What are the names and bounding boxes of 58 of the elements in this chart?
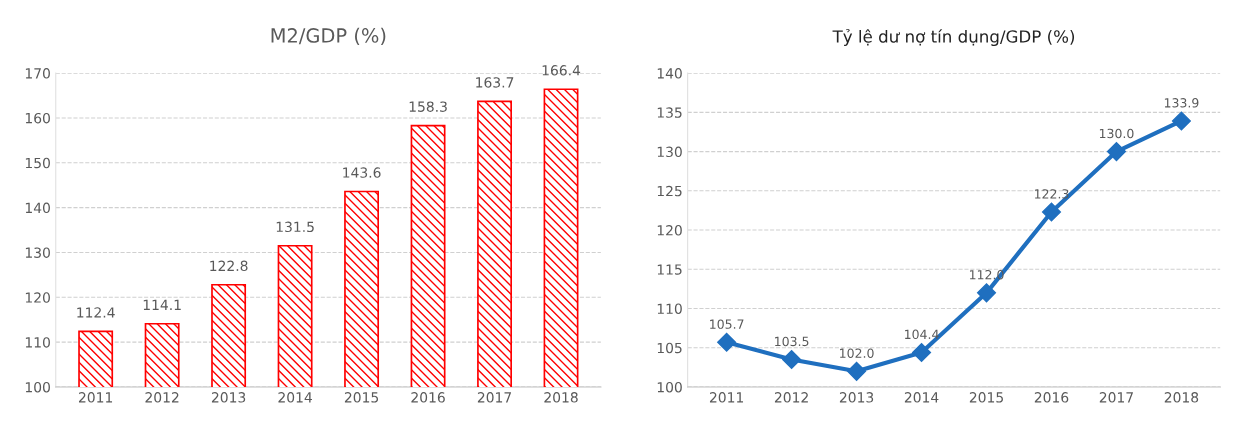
y-tick-label: 135: [657, 107, 682, 118]
x-tick-label: 2015: [969, 392, 1003, 403]
data-label: 102.0: [840, 348, 874, 358]
x-tick-label: 2016: [411, 392, 445, 403]
y-tick-label: 130: [25, 247, 50, 258]
data-label: 122.3: [1034, 189, 1069, 199]
point: [1106, 142, 1126, 162]
y-tick-label: 125: [657, 185, 682, 197]
y-tick-label: 140: [657, 68, 682, 79]
y-tick-label: 170: [25, 68, 50, 79]
data-label: 103.5: [775, 336, 809, 347]
point: [782, 349, 802, 370]
point: [1041, 202, 1062, 222]
y-tick-label: 115: [657, 264, 682, 275]
y-tick-label: 120: [657, 225, 682, 236]
y-tick-label: 110: [25, 337, 50, 348]
chart-title: Tỷ lệ dư nợ tín dụng/GDP (%): [832, 29, 1075, 47]
data-label: 104.4: [905, 329, 939, 340]
data-label: 130.0: [1099, 128, 1134, 139]
y-tick-label: 140: [25, 202, 50, 214]
y-tick-label: 130: [657, 146, 682, 158]
x-tick-label: 2018: [1164, 392, 1199, 403]
x-tick-label: 2013: [211, 392, 246, 403]
x-tick-label: 2017: [1099, 392, 1133, 403]
x-tick-label: 2015: [344, 392, 379, 403]
y-tick-label: 100: [657, 381, 682, 393]
x-tick-label: 2018: [544, 392, 578, 403]
x-tick-label: 2016: [1034, 392, 1069, 403]
x-tick-label: 2013: [839, 392, 874, 403]
x-tick-label: 2017: [477, 392, 512, 403]
point: [1171, 111, 1191, 131]
data-label: 105.7: [710, 319, 744, 329]
y-tick-label: 150: [25, 157, 50, 169]
x-tick-label: 2014: [904, 392, 939, 403]
data-label: 158.3: [409, 101, 447, 112]
chart-title: M2/GDP (%): [271, 27, 386, 46]
x-tick-label: 2014: [278, 392, 312, 403]
y-tick-label: 160: [25, 112, 50, 124]
point: [717, 332, 737, 352]
x-tick-label: 2012: [774, 392, 808, 403]
data-label: 114.1: [143, 299, 181, 310]
data-label: 163.7: [476, 77, 514, 88]
point: [976, 283, 997, 303]
y-tick-label: 105: [657, 342, 682, 354]
y-tick-label: 110: [657, 303, 682, 314]
x-tick-label: 2011: [78, 392, 113, 403]
data-label: 133.9: [1164, 98, 1199, 108]
data-label: 112.4: [77, 307, 115, 318]
x-tick-label: 2011: [709, 392, 744, 403]
x-tick-label: 2012: [145, 392, 179, 403]
data-label: 122.8: [210, 260, 248, 272]
data-label: 166.4: [542, 65, 581, 76]
point: [912, 342, 932, 363]
point: [847, 361, 867, 381]
y-tick-label: 120: [25, 292, 50, 303]
data-label: 143.6: [343, 167, 381, 178]
y-tick-label: 100: [25, 381, 50, 393]
data-label: 131.5: [276, 221, 314, 233]
